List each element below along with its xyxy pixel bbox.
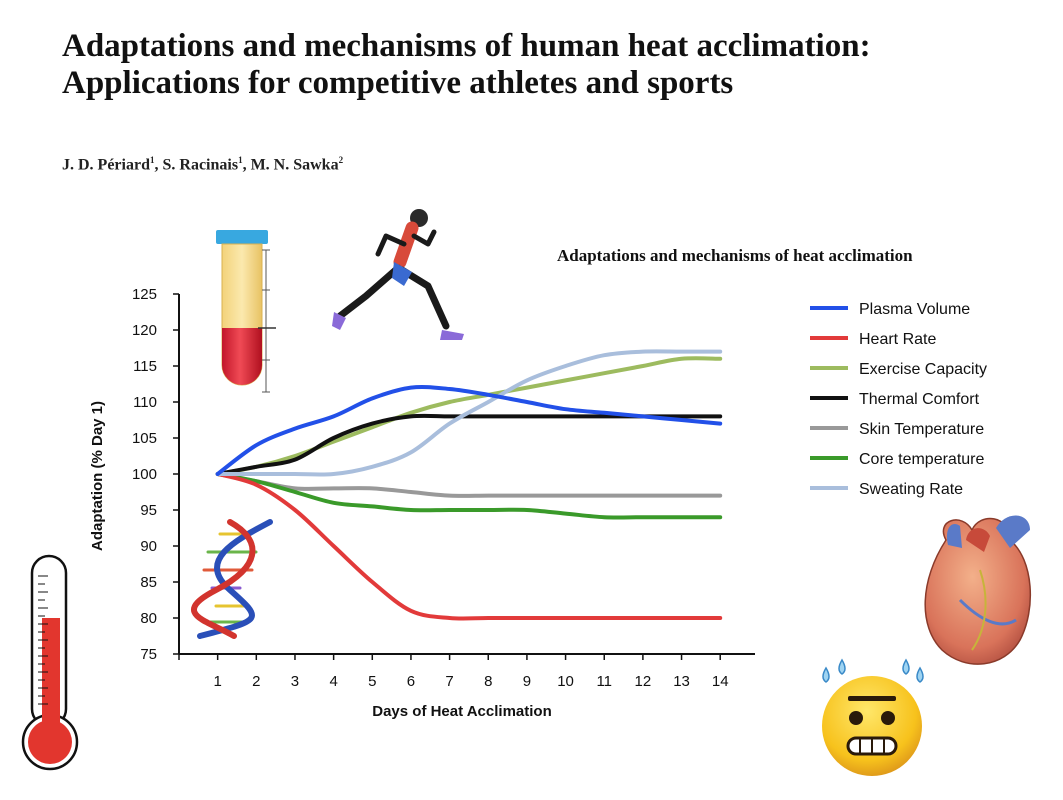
thermometer-icon [21,554,79,771]
x-tick-label: 2 [252,673,260,690]
y-tick-label: 105 [132,430,157,447]
dna-helix-icon [191,519,273,639]
y-tick-label: 100 [132,466,157,483]
runner-icon [332,209,464,340]
legend-label: Heart Rate [859,331,936,348]
paper-title-line-2: Applications for competitive athletes an… [62,65,734,101]
legend-label: Sweating Rate [859,481,963,498]
y-tick-label: 115 [133,358,157,375]
x-tick-label: 12 [635,673,652,690]
legend-label: Core temperature [859,451,984,468]
x-tick-label: 14 [712,673,729,690]
y-tick-label: 75 [140,646,157,663]
heart-icon [924,515,1032,665]
x-tick-label: 5 [368,673,376,690]
author-name: M. N. Sawka [250,156,339,174]
paper-title: Adaptations and mechanisms of human heat… [62,28,1042,102]
author-name: J. D. Périard [62,156,150,174]
x-tick-label: 11 [596,673,612,690]
legend-label: Thermal Comfort [859,391,980,408]
x-tick-label: 7 [445,673,453,690]
chart-title: Adaptations and mechanisms of heat accli… [557,246,913,265]
x-tick-label: 1 [213,673,221,690]
x-tick-label: 3 [291,673,299,690]
y-tick-label: 120 [132,322,157,339]
y-axis-label: Adaptation (% Day 1) [89,401,106,551]
legend-label: Exercise Capacity [859,361,987,378]
series-line-core-temperature [215,472,723,520]
blood-tube-icon [216,230,276,393]
y-tick-label: 80 [140,610,157,627]
author-affiliation: 2 [338,155,344,165]
y-tick-label: 110 [133,394,157,411]
series-line-skin-temperature [215,472,723,498]
series-line-heart-rate [215,472,723,621]
y-tick-label: 125 [132,286,157,303]
x-tick-label: 4 [329,673,337,690]
y-tick-label: 95 [140,502,157,519]
author-affiliation: 1 [238,155,243,165]
author-list: J. D. Périard1, S. Racinais1, M. N. Sawk… [62,155,344,174]
legend-label: Plasma Volume [859,301,970,318]
x-tick-label: 8 [484,673,492,690]
series-line-exercise-capacity [215,356,723,476]
x-tick-label: 13 [673,673,690,690]
y-tick-label: 90 [140,538,157,555]
series-line-plasma-volume [215,384,723,476]
x-tick-label: 10 [557,673,574,690]
author-affiliation: 1 [149,155,155,165]
chart-series [215,349,723,621]
sweating-face-icon [822,658,924,776]
legend-label: Skin Temperature [859,421,984,438]
chart-legend: Plasma Volume Heart Rate Exercise Capacity… [810,301,987,498]
paper-title-line-1: Adaptations and mechanisms of human heat… [62,28,871,64]
y-tick-label: 85 [140,574,157,591]
x-tick-label: 6 [407,673,415,690]
author-name: S. Racinais [162,156,239,174]
series-line-thermal-comfort [215,413,723,476]
series-line-sweating-rate [215,349,723,477]
x-tick-label: 9 [523,673,531,690]
x-axis-label: Days of Heat Acclimation [372,703,552,720]
